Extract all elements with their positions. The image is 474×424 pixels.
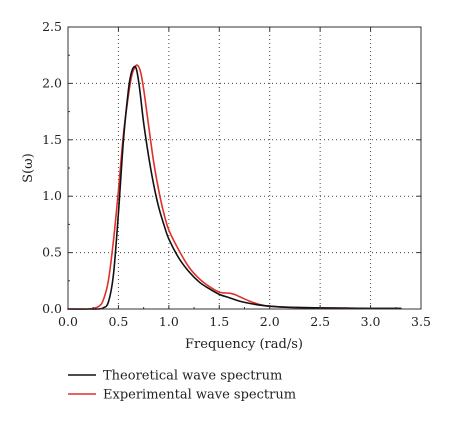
series-line-experimental [67, 64, 402, 310]
x-tick-label: 1.0 [159, 314, 179, 329]
x-tick-label: 3.5 [411, 314, 431, 329]
y-tick-label: 0.0 [42, 301, 62, 316]
ticks: 0.0 0.5 1.0 1.5 2.0 2.5 3.0 3.5 0.0 0.5 1.0 1.5 2.0 2… [42, 19, 431, 329]
y-tick-label: 2.0 [42, 75, 62, 90]
x-tick-label: 2.5 [310, 314, 330, 329]
x-axis-label: Frequency (rad/s) [185, 337, 303, 352]
x-tick-label: 3.0 [361, 314, 381, 329]
grid [68, 27, 421, 309]
series-line-theoretical [67, 65, 402, 310]
legend: Theoretical wave spectrum Experimental wa… [68, 369, 296, 403]
legend-entry: Experimental wave spectrum [103, 388, 296, 403]
y-tick-label: 0.5 [42, 245, 62, 260]
series-layer [67, 64, 402, 310]
y-tick-label: 1.5 [42, 132, 62, 147]
y-axis-label: S(ω) [21, 153, 36, 183]
x-tick-label: 0.0 [58, 314, 78, 329]
x-tick-label: 0.5 [108, 314, 128, 329]
x-tick-label: 1.5 [209, 314, 229, 329]
y-tick-label: 2.5 [42, 19, 62, 34]
y-tick-label: 1.0 [42, 188, 62, 203]
x-tick-label: 2.0 [260, 314, 280, 329]
legend-entry: Theoretical wave spectrum [103, 369, 282, 384]
